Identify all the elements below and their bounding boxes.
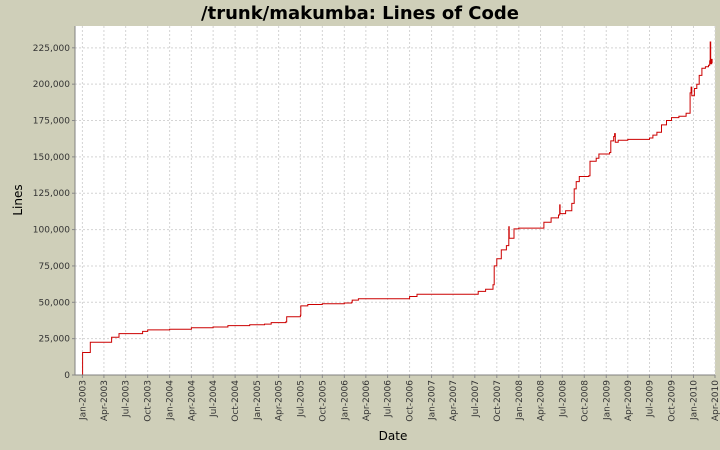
y-tick-label: 75,000: [39, 262, 71, 272]
x-tick-label: Apr-2008: [537, 380, 547, 421]
x-tick-label: Jan-2005: [253, 380, 263, 421]
x-tick-label: Oct-2005: [318, 380, 328, 422]
x-tick-label: Apr-2004: [187, 380, 197, 421]
y-tick-label: 100,000: [33, 226, 70, 236]
x-tick-label: Oct-2004: [231, 380, 241, 422]
y-tick-label: 0: [64, 371, 70, 381]
chart-title: /trunk/makumba: Lines of Code: [201, 3, 519, 24]
y-tick-label: 125,000: [33, 189, 70, 199]
data-series: [80, 41, 713, 376]
x-tick-label: Apr-2007: [449, 380, 459, 421]
x-tick-label: Jul-2009: [646, 380, 656, 418]
x-axis-ticks: Jan-2003 Apr-2003 Jul-2003 Oct-2003 Jan-2004…: [78, 375, 720, 422]
x-tick-label: Oct-2006: [406, 380, 416, 422]
y-axis-ticks: 0 25,000 50,000 75,000 100,000 125,000 150,000…: [33, 44, 75, 381]
y-axis-label: Lines: [11, 184, 25, 215]
y-tick-label: 175,000: [33, 117, 70, 127]
x-tick-label: Oct-2007: [493, 380, 503, 422]
x-tick-label: Jan-2003: [78, 380, 88, 421]
x-tick-label: Jul-2008: [558, 380, 568, 418]
x-tick-label: Jan-2008: [515, 380, 525, 421]
x-tick-label: Jul-2005: [296, 380, 306, 418]
x-tick-label: Jul-2006: [384, 380, 394, 418]
x-tick-label: Jan-2010: [689, 380, 699, 421]
grid: [75, 26, 716, 376]
x-tick-label: Jan-2004: [166, 380, 176, 421]
x-tick-label: Jan-2009: [602, 380, 612, 421]
x-tick-label: Oct-2008: [580, 380, 590, 422]
y-tick-label: 25,000: [39, 335, 71, 345]
y-tick-label: 200,000: [33, 80, 70, 90]
y-tick-label: 50,000: [39, 298, 71, 308]
y-tick-label: 150,000: [33, 153, 70, 163]
x-tick-label: Apr-2005: [275, 380, 285, 421]
x-tick-label: Jul-2003: [122, 380, 132, 418]
x-tick-label: Jul-2007: [471, 380, 481, 418]
x-tick-label: Apr-2009: [624, 380, 634, 421]
x-tick-label: Oct-2009: [668, 380, 678, 422]
x-tick-label: Jan-2006: [340, 380, 350, 421]
x-tick-label: Apr-2003: [100, 380, 110, 421]
x-tick-label: Jan-2007: [428, 380, 438, 421]
series-line: [80, 41, 713, 376]
x-tick-label: Jul-2004: [209, 380, 219, 418]
y-tick-label: 225,000: [33, 44, 70, 54]
x-tick-label: Apr-2010: [711, 380, 720, 421]
x-tick-label: Apr-2006: [362, 380, 372, 421]
plot-area: [75, 26, 715, 375]
x-axis-label: Date: [379, 429, 408, 443]
x-tick-label: Oct-2003: [144, 380, 154, 422]
